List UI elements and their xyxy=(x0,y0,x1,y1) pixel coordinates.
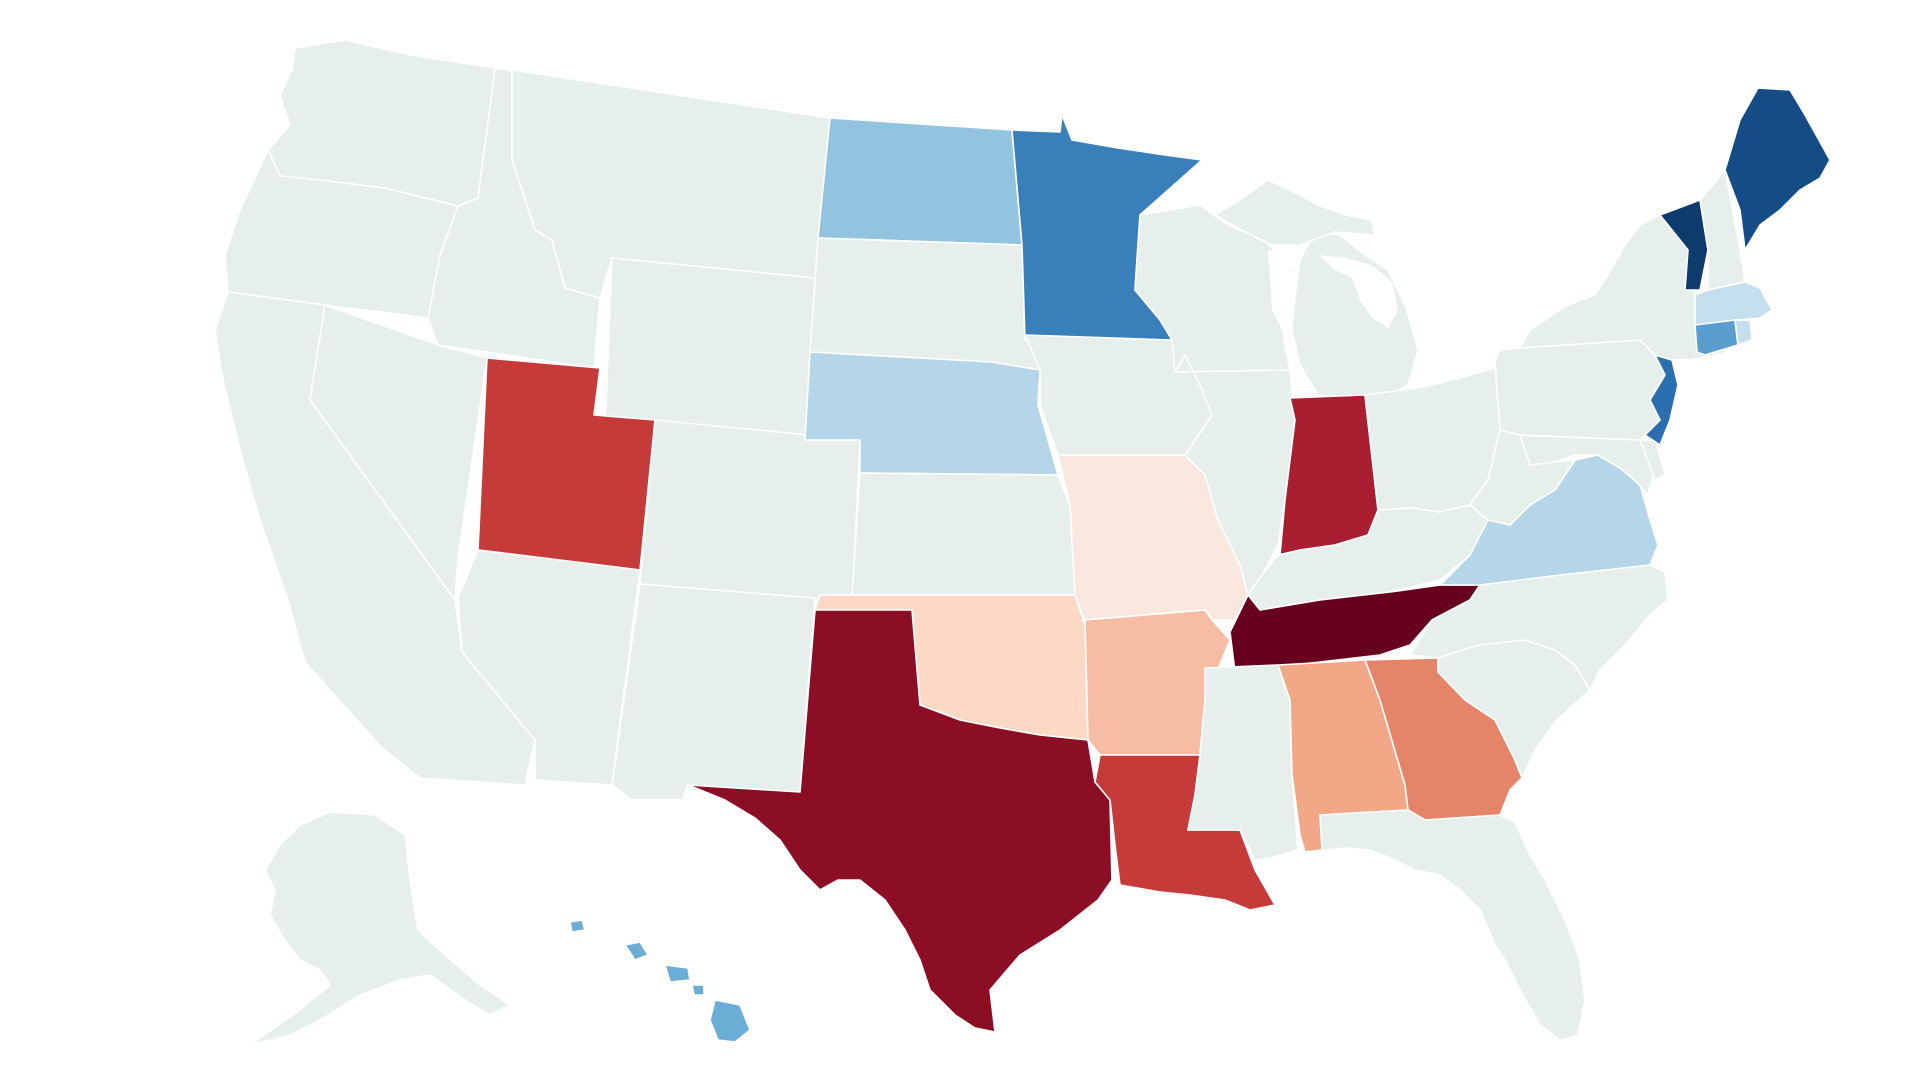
state-mi[interactable] xyxy=(1291,231,1419,401)
state-ak[interactable] xyxy=(249,811,511,1046)
state-tx[interactable] xyxy=(687,609,1113,1033)
state-pa[interactable] xyxy=(1494,339,1666,441)
state-fl[interactable] xyxy=(1304,809,1586,1041)
state-hi[interactable] xyxy=(691,984,705,996)
great-lake-1 xyxy=(1268,250,1292,330)
great-lake-2 xyxy=(1318,255,1398,328)
lakes-layer xyxy=(1268,250,1498,388)
state-az[interactable] xyxy=(457,549,641,786)
state-ms[interactable] xyxy=(1187,664,1299,861)
state-sd[interactable] xyxy=(809,237,1041,371)
state-nj[interactable] xyxy=(1644,354,1679,446)
states-layer xyxy=(214,39,1831,1046)
state-hi[interactable] xyxy=(664,964,691,983)
state-ma[interactable] xyxy=(1694,281,1773,326)
state-ks[interactable] xyxy=(851,472,1076,596)
state-nd[interactable] xyxy=(817,117,1023,246)
state-nm[interactable] xyxy=(611,583,816,801)
state-ct[interactable] xyxy=(1694,319,1739,356)
state-me[interactable] xyxy=(1724,87,1831,251)
state-ri[interactable] xyxy=(1734,319,1753,346)
state-co[interactable] xyxy=(639,419,861,603)
state-hi[interactable] xyxy=(624,941,649,961)
state-wi[interactable] xyxy=(1134,204,1291,373)
state-nv[interactable] xyxy=(309,304,488,601)
state-de[interactable] xyxy=(1639,439,1666,481)
state-hi[interactable] xyxy=(569,919,586,933)
state-in[interactable] xyxy=(1279,394,1379,556)
state-mi[interactable] xyxy=(1214,179,1376,246)
state-hi[interactable] xyxy=(709,999,751,1043)
great-lake-3 xyxy=(1418,350,1498,388)
